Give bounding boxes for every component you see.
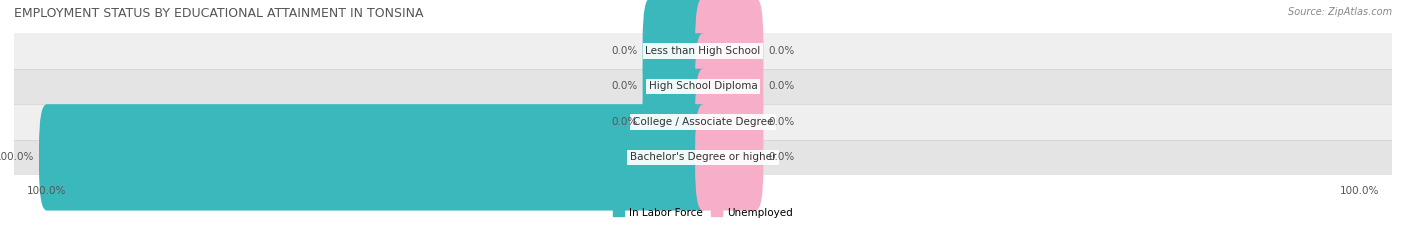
Text: 0.0%: 0.0% [769,82,794,92]
Bar [14,140,1392,175]
Text: Bachelor's Degree or higher: Bachelor's Degree or higher [630,152,776,162]
FancyBboxPatch shape [39,104,711,211]
Text: 0.0%: 0.0% [769,117,794,127]
Text: High School Diploma: High School Diploma [648,82,758,92]
FancyBboxPatch shape [643,0,711,104]
Text: 100.0%: 100.0% [27,186,66,196]
FancyBboxPatch shape [695,33,763,140]
Text: 100.0%: 100.0% [0,152,34,162]
Text: 0.0%: 0.0% [612,46,637,56]
Bar [14,33,1392,69]
Bar [14,69,1392,104]
Text: 0.0%: 0.0% [769,46,794,56]
FancyBboxPatch shape [695,0,763,104]
FancyBboxPatch shape [695,69,763,175]
Text: 0.0%: 0.0% [612,82,637,92]
FancyBboxPatch shape [695,104,763,211]
Text: 0.0%: 0.0% [769,152,794,162]
Legend: In Labor Force, Unemployed: In Labor Force, Unemployed [609,203,797,222]
Text: Less than High School: Less than High School [645,46,761,56]
Text: 100.0%: 100.0% [1340,186,1379,196]
Text: EMPLOYMENT STATUS BY EDUCATIONAL ATTAINMENT IN TONSINA: EMPLOYMENT STATUS BY EDUCATIONAL ATTAINM… [14,7,423,20]
Bar [14,104,1392,140]
Text: 0.0%: 0.0% [612,117,637,127]
FancyBboxPatch shape [643,69,711,175]
Text: Source: ZipAtlas.com: Source: ZipAtlas.com [1288,7,1392,17]
Text: College / Associate Degree: College / Associate Degree [633,117,773,127]
FancyBboxPatch shape [643,33,711,140]
